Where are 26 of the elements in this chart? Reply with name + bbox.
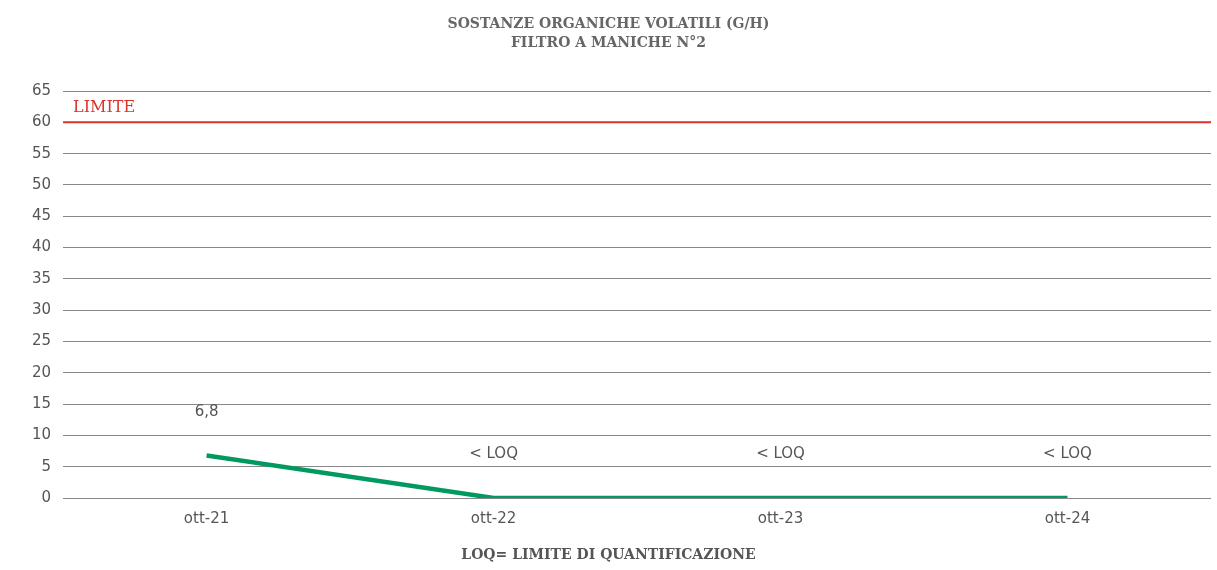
chart-title: SOSTANZE ORGANICHE VOLATILI (G/H) [446, 14, 771, 33]
y-tick-label: 20 [31, 362, 52, 381]
y-tick-label: 10 [31, 425, 52, 444]
x-tick-label: ott-24 [1044, 508, 1091, 527]
data-label: < LOQ [1043, 444, 1092, 463]
text: LOQ= LIMITE DI QUANTIFICAZIONE [460, 546, 757, 562]
x-tick-label: ott-23 [757, 508, 804, 527]
y-tick-label: 5 [41, 456, 52, 475]
y-tick-label: 0 [41, 487, 52, 506]
chart-subtitle: FILTRO A MANICHE N°2 [509, 33, 708, 52]
data-label: < LOQ [469, 444, 518, 463]
y-tick-label: 35 [31, 268, 52, 287]
y-tick-label: 30 [31, 300, 52, 319]
x-tick-label: ott-21 [183, 508, 230, 527]
y-tick-label: 45 [31, 206, 52, 225]
x-tick-label: ott-22 [470, 508, 517, 527]
y-tick-label: 65 [31, 80, 52, 99]
y-tick-label: 50 [31, 174, 52, 193]
y-tick-label: 25 [31, 331, 52, 350]
y-tick-label: 60 [31, 112, 52, 131]
y-tick-label: 15 [31, 393, 52, 412]
data-label: 6,8 [194, 401, 219, 420]
y-tick-label: 40 [31, 237, 52, 256]
ref-line-label: LIMITE [73, 97, 136, 117]
y-tick-label: 55 [31, 143, 52, 162]
data-label: < LOQ [756, 444, 805, 463]
